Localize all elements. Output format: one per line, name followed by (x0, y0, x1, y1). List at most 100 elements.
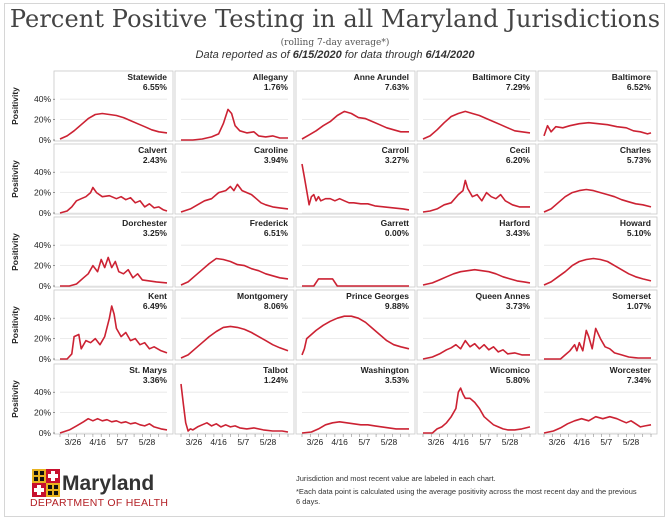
panel-value: 3.27% (385, 155, 410, 165)
y-tick-label: 20% (34, 115, 51, 125)
y-tick-label: 40% (34, 387, 51, 397)
panel-border (537, 216, 658, 288)
chart-frame (4, 3, 665, 517)
panel-name: Kent (148, 291, 167, 301)
panel-value: 1.76% (264, 82, 289, 92)
series-line (422, 268, 531, 286)
y-tick-label: 40% (34, 167, 51, 177)
panel-value: 3.53% (385, 375, 410, 385)
panel-name: Charles (620, 145, 651, 155)
y-tick-label: 0% (39, 354, 52, 364)
series-line (59, 186, 168, 214)
panel-border (295, 143, 416, 215)
panel-border (174, 363, 295, 435)
panel-value: 7.29% (506, 82, 531, 92)
panel-border (416, 143, 537, 215)
y-tick-label: 0% (39, 281, 52, 291)
series-line (543, 188, 652, 213)
footnote-line-1: Jurisdiction and most recent value are l… (296, 474, 496, 483)
panel-border (295, 216, 416, 288)
y-axis-label: Positivity (10, 87, 20, 125)
x-tick-label: 3/26 (65, 437, 82, 447)
series-line (302, 278, 409, 287)
y-tick-label: 20% (34, 188, 51, 198)
logo-department: DEPARTMENT OF HEALTH (30, 497, 169, 509)
panel-border (53, 289, 174, 361)
x-tick-label: 3/26 (186, 437, 203, 447)
panel-border (174, 70, 295, 142)
panel-value: 3.94% (264, 155, 289, 165)
panel-name: Statewide (127, 72, 167, 82)
panel-name: Baltimore City (472, 72, 530, 82)
x-tick-label: 5/7 (237, 437, 249, 447)
panel-name: St. Marys (129, 365, 167, 375)
series-line (180, 183, 289, 213)
series-line (301, 421, 409, 434)
y-tick-label: 0% (39, 208, 52, 218)
series-line (301, 315, 410, 356)
series-line (422, 179, 530, 213)
series-line (422, 339, 530, 360)
panel-name: Prince Georges (346, 291, 409, 301)
panel-value: 0.00% (385, 228, 410, 238)
panel-border (416, 363, 537, 435)
footnotes: Jurisdiction and most recent value are l… (296, 474, 641, 507)
maryland-flag-logo (32, 469, 60, 497)
chart-title: Percent Positive Testing in all Maryland… (9, 5, 661, 33)
x-tick-label: 5/7 (600, 437, 612, 447)
x-tick-label: 3/26 (307, 437, 324, 447)
y-tick-label: 40% (34, 313, 51, 323)
y-tick-label: 0% (39, 428, 52, 438)
note-middle: for data through (341, 49, 426, 61)
panel-border (537, 143, 658, 215)
x-tick-label: 5/28 (260, 437, 277, 447)
y-axis-label: Positivity (10, 380, 20, 418)
y-tick-label: 40% (34, 94, 51, 104)
panel-border (174, 289, 295, 361)
panel-value: 5.73% (627, 155, 652, 165)
panel-name: Baltimore (612, 72, 651, 82)
x-tick-label: 3/26 (428, 437, 445, 447)
y-axis-label: Positivity (10, 306, 20, 344)
panel-border (174, 216, 295, 288)
panel-name: Allegany (253, 72, 289, 82)
series-line (180, 325, 289, 359)
x-tick-label: 5/28 (502, 437, 519, 447)
y-axis-label: Positivity (10, 233, 20, 271)
panel-value: 8.06% (264, 301, 289, 311)
x-tick-label: 5/28 (381, 437, 398, 447)
panel-name: Caroline (254, 145, 288, 155)
panel-name: Cecil (510, 145, 530, 155)
series-line (59, 417, 168, 434)
panel-border (295, 70, 416, 142)
y-tick-label: 40% (34, 240, 51, 250)
panel-name: Queen Annes (476, 291, 531, 301)
panel-name: Somerset (612, 291, 651, 301)
panel-name: Carroll (382, 145, 409, 155)
panel-border (537, 70, 658, 142)
panel-value: 3.25% (143, 228, 168, 238)
x-tick-label: 5/28 (623, 437, 640, 447)
series-line (543, 415, 652, 434)
panel-name: Garrett (381, 218, 410, 228)
panel-value: 6.55% (143, 82, 168, 92)
